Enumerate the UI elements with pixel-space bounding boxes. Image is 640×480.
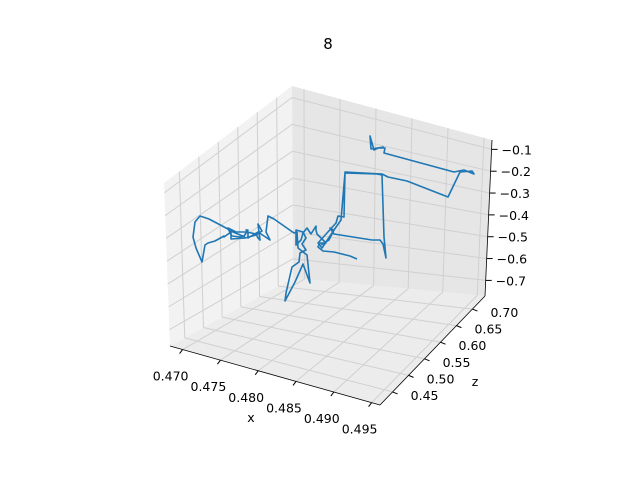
y-tick-label: 0.65 bbox=[475, 322, 503, 337]
x-gridline-wall bbox=[373, 108, 377, 286]
y-tick-mark bbox=[392, 391, 398, 395]
y-gridline-floor bbox=[259, 296, 457, 327]
x-gridline-floor bbox=[333, 291, 444, 393]
z-gridline-right bbox=[292, 177, 489, 216]
y-gridline-wall bbox=[276, 97, 279, 287]
x-axis-line bbox=[169, 345, 381, 406]
x-gridline-floor bbox=[257, 285, 374, 372]
y-tick-label: 0.45 bbox=[411, 388, 439, 403]
y-gridline-floor bbox=[203, 327, 409, 376]
z-gridline-right bbox=[292, 231, 487, 260]
z-tick-label: −0.4 bbox=[499, 208, 529, 223]
z-tick-label: −0.3 bbox=[500, 186, 530, 201]
y-tick-mark bbox=[408, 374, 414, 378]
y-gridline-floor bbox=[184, 337, 393, 393]
z-gridline-right bbox=[291, 97, 492, 150]
y-tick-mark bbox=[472, 308, 478, 312]
y-tick-mark bbox=[440, 341, 446, 345]
y-gridline-wall bbox=[178, 171, 186, 338]
right-pane bbox=[292, 86, 492, 296]
x-tick-mark bbox=[330, 391, 335, 397]
x-gridline-wall bbox=[442, 128, 449, 293]
x-axis-label: x bbox=[247, 410, 254, 425]
z-gridline-left bbox=[166, 177, 293, 262]
x-gridline-floor bbox=[295, 288, 409, 382]
x-gridline-floor bbox=[182, 278, 305, 350]
z-gridline-left bbox=[164, 97, 293, 194]
series-line bbox=[192, 215, 358, 302]
z-gridline-left bbox=[164, 123, 293, 217]
x-tick-mark bbox=[292, 381, 297, 386]
y-gridline-wall bbox=[237, 127, 242, 307]
y-tick-label: 0.55 bbox=[443, 355, 471, 370]
y-gridline-wall bbox=[256, 112, 261, 297]
x-tick-label: 0.480 bbox=[228, 390, 264, 405]
z-tick-label: −0.6 bbox=[497, 252, 527, 267]
z-gridline-right bbox=[292, 123, 491, 172]
x-tick-mark bbox=[254, 370, 259, 376]
axes-panes bbox=[164, 86, 492, 405]
x-tick-mark bbox=[368, 402, 373, 407]
y-axis-label: z bbox=[472, 374, 479, 389]
y-tick-label: 0.70 bbox=[490, 305, 518, 320]
x-gridline-wall bbox=[407, 118, 413, 289]
y-tick-mark bbox=[424, 358, 430, 362]
y-axis-line bbox=[379, 295, 486, 406]
floor-pane bbox=[170, 278, 485, 405]
gridlines bbox=[164, 89, 492, 403]
chart-title: 8 bbox=[323, 35, 333, 53]
axis-edges bbox=[169, 139, 493, 406]
y-gridline-floor bbox=[240, 306, 441, 343]
z-tick-label: −0.7 bbox=[496, 273, 526, 288]
y-axis-ticks: 0.45 0.500.55 0.600.65 0.70 bbox=[392, 305, 518, 403]
z-gridline-left bbox=[169, 258, 294, 331]
z-tick-label: −0.2 bbox=[501, 164, 531, 179]
y-gridline-floor bbox=[222, 316, 425, 360]
z-gridline-right bbox=[292, 150, 490, 194]
z-axis-ticks: −0.7 −0.6 −0.5 −0.4 −0.3 −0.2 −0.1 bbox=[485, 142, 532, 288]
x-tick-mark bbox=[179, 349, 184, 354]
y-gridline-wall bbox=[217, 141, 223, 318]
x-tick-label: 0.470 bbox=[153, 369, 189, 384]
y-gridline-wall bbox=[198, 156, 204, 328]
x-tick-label: 0.485 bbox=[266, 400, 302, 415]
x-gridline-floor bbox=[371, 294, 478, 403]
z-axis-line bbox=[484, 139, 493, 297]
z-tick-label: −0.1 bbox=[502, 142, 532, 157]
series-line-upper bbox=[317, 135, 475, 259]
z-gridline-left bbox=[165, 150, 293, 239]
x-tick-label: 0.495 bbox=[342, 422, 378, 437]
z-tick-label: −0.5 bbox=[498, 230, 528, 245]
y-gridline-floor bbox=[278, 285, 473, 310]
z-gridline-right bbox=[292, 204, 488, 238]
z-gridline-right bbox=[292, 258, 486, 281]
y-tick-mark bbox=[456, 325, 462, 329]
z-gridline-left bbox=[168, 231, 294, 308]
y-tick-label: 0.60 bbox=[459, 338, 487, 353]
x-tick-label: 0.475 bbox=[191, 379, 227, 394]
x-gridline-floor bbox=[220, 281, 340, 361]
x-gridline-wall bbox=[476, 137, 485, 296]
x-tick-label: 0.490 bbox=[304, 411, 340, 426]
left-pane bbox=[164, 86, 293, 346]
y-tick-label: 0.50 bbox=[427, 371, 455, 386]
x-gridline-wall bbox=[338, 98, 341, 283]
x-tick-mark bbox=[216, 359, 221, 365]
